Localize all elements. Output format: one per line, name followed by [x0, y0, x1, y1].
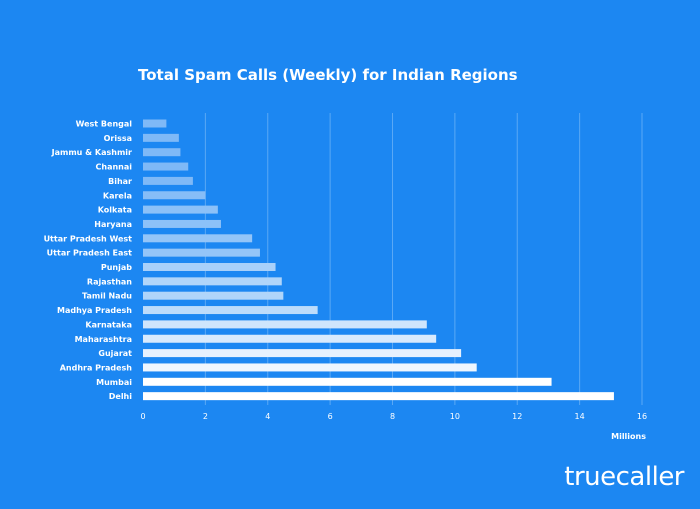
category-label: Karela: [103, 191, 132, 200]
category-label: Maharashtra: [75, 335, 132, 344]
bar: [143, 306, 318, 315]
category-label: Andhra Pradesh: [60, 363, 133, 372]
category-label: Delhi: [109, 392, 133, 401]
bar: [143, 234, 253, 243]
bar: [143, 119, 167, 128]
bar: [143, 291, 284, 300]
x-tick-labels: 0 2 4 6 8 10 12 14 16: [140, 412, 647, 421]
category-label: West Bengal: [76, 120, 133, 129]
x-tick-label: 10: [450, 412, 460, 421]
x-tick-label: 0: [140, 412, 145, 421]
bar: [143, 334, 437, 343]
bar: [143, 349, 462, 358]
category-label: Rajasthan: [87, 277, 132, 286]
category-label: Haryana: [94, 220, 132, 229]
x-tick-label: 14: [575, 412, 585, 421]
category-label: Orissa: [104, 134, 132, 143]
x-tick-label: 16: [637, 412, 647, 421]
x-tick-label: 12: [512, 412, 522, 421]
category-label: Tamil Nadu: [82, 292, 132, 301]
bar: [143, 320, 427, 329]
gridlines: [204, 113, 643, 405]
bar: [143, 392, 614, 401]
bar: [143, 148, 181, 157]
bar: [143, 277, 282, 286]
bar: [143, 191, 206, 200]
x-axis-unit-label: Millions: [611, 432, 646, 441]
bar: [143, 363, 477, 372]
category-label: Karnataka: [85, 320, 132, 329]
category-label: Bihar: [108, 177, 132, 186]
bar: [143, 219, 221, 228]
category-label: Kolkata: [98, 206, 132, 215]
category-label: Uttar Pradesh East: [47, 249, 133, 258]
category-labels: West Bengal Orissa Jammu & Kashmir Channai B…: [44, 120, 133, 402]
bar: [143, 263, 276, 271]
category-label: Madhya Pradesh: [57, 306, 132, 315]
bars: [143, 119, 614, 401]
chart-title: Total Spam Calls (Weekly) for Indian Reg…: [138, 66, 518, 84]
x-tick-label: 2: [203, 412, 208, 421]
bar: [143, 377, 552, 386]
category-label: Mumbai: [96, 378, 132, 387]
category-label: Gujarat: [98, 349, 132, 358]
x-tick-label: 6: [328, 412, 333, 421]
truecaller-logo: truecaller: [564, 462, 684, 492]
bar: [143, 205, 218, 214]
bar: [143, 248, 260, 257]
x-tick-label: 8: [390, 412, 395, 421]
category-label: Channai: [96, 163, 133, 172]
bar: [143, 176, 193, 185]
category-label: Jammu & Kashmir: [51, 148, 132, 157]
bar: [143, 162, 189, 171]
x-tick-label: 4: [265, 412, 270, 421]
bar: [143, 133, 179, 142]
category-label: Uttar Pradesh West: [44, 234, 133, 243]
category-label: Punjab: [101, 263, 132, 272]
